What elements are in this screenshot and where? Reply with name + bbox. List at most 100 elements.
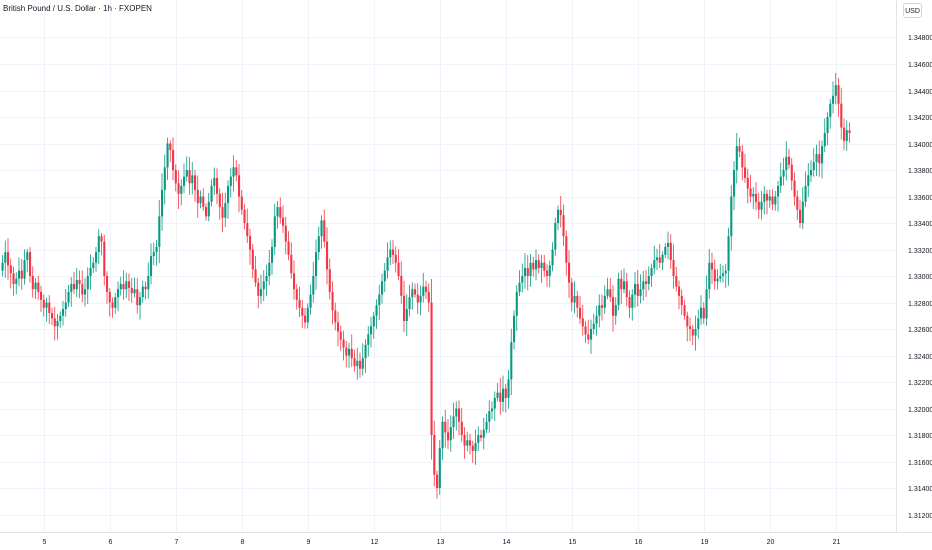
candle-body — [9, 265, 12, 274]
candle-body — [144, 286, 147, 290]
candle-up — [845, 120, 848, 151]
chart-grid — [0, 0, 896, 532]
candle-up — [763, 186, 766, 215]
candle-up — [64, 288, 67, 317]
candle-up — [348, 342, 351, 368]
candle-up — [834, 72, 837, 105]
price-axis[interactable]: 1.34800 1.34600 1.34400 1.34200 1.34000 1.338… — [908, 35, 932, 520]
candle-body — [680, 295, 683, 306]
candle-up — [557, 205, 560, 231]
candle-up — [213, 167, 216, 195]
candle-up — [158, 200, 161, 264]
candle-body — [777, 185, 780, 197]
candle-down — [499, 377, 502, 415]
candle-up — [496, 382, 499, 402]
candle-body — [53, 318, 56, 327]
candle-body — [317, 236, 320, 253]
candle-body — [419, 295, 422, 303]
candle-up — [210, 179, 213, 207]
candle-body — [645, 281, 648, 284]
price-tick-label: 1.31400 — [908, 486, 932, 493]
candle-body — [763, 193, 766, 202]
candle-body — [485, 421, 488, 430]
candle-down — [81, 270, 84, 303]
candle-up — [125, 272, 128, 299]
candle-up — [271, 239, 274, 275]
candle-down — [221, 192, 224, 233]
candle-down — [436, 470, 439, 499]
price-tick-label: 1.32400 — [908, 354, 932, 361]
candle-up — [56, 313, 59, 340]
candle-down — [793, 172, 796, 206]
candle-down — [427, 283, 430, 312]
candle-body — [169, 143, 172, 151]
candle-body — [678, 286, 681, 296]
candle-body — [183, 176, 186, 186]
candle-body — [328, 269, 331, 292]
candle-body — [320, 220, 323, 237]
candle-body — [843, 127, 846, 141]
candle-down — [628, 290, 631, 319]
candle-body — [535, 260, 538, 270]
candle-down — [738, 137, 741, 158]
candle-down — [31, 266, 34, 298]
candle-body — [579, 307, 582, 319]
candle-down — [328, 258, 331, 300]
candle-body — [155, 246, 158, 253]
price-tick-label: 1.32800 — [908, 301, 932, 308]
candle-down — [238, 163, 241, 213]
candle-up — [273, 203, 276, 255]
candle-down — [205, 203, 208, 221]
candle-down — [287, 231, 290, 261]
candle-down — [177, 170, 180, 209]
candle-up — [224, 192, 227, 228]
candle-body — [139, 297, 142, 306]
candle-up — [92, 256, 95, 273]
candle-body — [603, 295, 606, 308]
candle-up — [18, 257, 21, 287]
candle-body — [669, 242, 672, 261]
candle-up — [4, 240, 7, 278]
candle-up — [727, 227, 730, 286]
candle-body — [804, 185, 807, 202]
candle-up — [117, 281, 120, 312]
candle-down — [504, 383, 507, 413]
candle-up — [262, 270, 265, 302]
candle-up — [150, 243, 153, 285]
candle-down — [392, 240, 395, 265]
candle-down — [620, 270, 623, 304]
candle-body — [653, 260, 656, 269]
currency-button[interactable]: USD — [903, 3, 922, 18]
time-tick-label: 5 — [43, 539, 47, 546]
time-axis[interactable]: 5 6 7 8 9 12 13 14 15 16 19 20 21 — [43, 539, 841, 546]
candle-up — [482, 417, 485, 450]
candle-body — [290, 254, 293, 274]
candle-body — [337, 322, 340, 332]
candle-body — [697, 318, 700, 329]
candle-up — [229, 168, 232, 198]
candle-up — [364, 339, 367, 373]
candle-body — [436, 474, 439, 488]
candle-down — [543, 255, 546, 277]
candle-down — [216, 168, 219, 205]
candle-body — [755, 193, 758, 202]
candle-body — [378, 294, 381, 306]
candle-up — [185, 156, 188, 182]
time-tick-label: 12 — [371, 539, 379, 546]
candle-up — [782, 157, 785, 186]
candle-body — [540, 262, 543, 269]
candle-body — [59, 315, 62, 322]
candle-body — [172, 150, 175, 170]
candle-down — [290, 242, 293, 279]
candle-body — [271, 246, 274, 263]
candle-up — [95, 247, 98, 272]
candle-down — [29, 247, 32, 283]
candle-body — [251, 249, 254, 270]
time-tick-label: 19 — [701, 539, 709, 546]
candle-body — [592, 323, 595, 329]
candle-body — [34, 282, 37, 290]
candle-down — [581, 304, 584, 336]
candle-down — [675, 267, 678, 292]
time-tick-label: 16 — [635, 539, 643, 546]
